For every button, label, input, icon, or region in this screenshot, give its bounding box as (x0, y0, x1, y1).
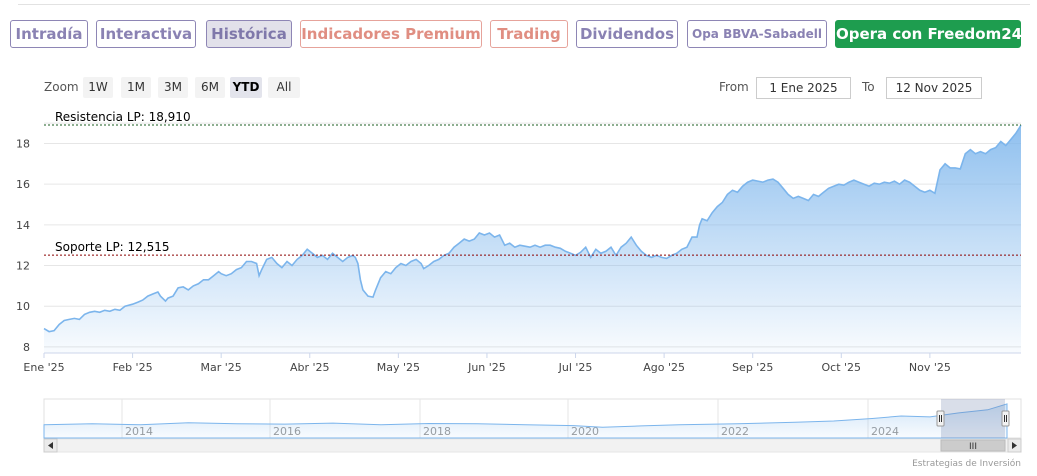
x-tick-label: Abr '25 (290, 361, 330, 374)
plotlines: Resistencia LP: 18,910 Soporte LP: 12,51… (44, 110, 1021, 256)
zoom-3m-button[interactable]: 3M (158, 77, 188, 98)
tab-opa-bbva-sabadell[interactable]: Opa BBVA-Sabadell (687, 20, 827, 48)
tab-intradia[interactable]: Intradía (10, 20, 88, 48)
range-to-input[interactable]: 12 Nov 2025 (886, 77, 982, 99)
price-line (43, 124, 1022, 333)
range-from-label: From (719, 80, 749, 94)
scroll-right-arrow-icon (1012, 442, 1017, 449)
x-axis-labels: Ene '25 Feb '25 Mar '25 Abr '25 May '25 Jun '… (23, 353, 951, 374)
price-area (44, 125, 1021, 353)
freedom24-cta-button[interactable]: Opera con Freedom24 (835, 20, 1022, 48)
resistance-label: Resistencia LP: 18,910 (55, 110, 191, 124)
x-tick-label: Nov '25 (909, 361, 951, 374)
scrollbar[interactable]: III (43, 438, 1022, 453)
y-tick-label: 14 (16, 219, 30, 232)
y-tick-label: 10 (16, 300, 30, 313)
chart-plot: 8 10 12 14 16 18 Resistencia LP: 18,910 Sopor… (16, 110, 1022, 453)
y-tick-label: 16 (16, 178, 30, 191)
scrollbar-thumb[interactable] (940, 439, 1006, 452)
support-label: Soporte LP: 12,515 (55, 240, 170, 254)
chart-credits: Estrategias de Inversión (912, 459, 1021, 469)
navigator-left-handle[interactable] (936, 410, 945, 427)
zoom-all-button[interactable]: All (268, 77, 300, 98)
x-tick-label: May '25 (377, 361, 420, 374)
y-tick-label: 18 (16, 138, 30, 151)
tab-interactiva[interactable]: Interactiva (96, 20, 196, 48)
x-tick-label: Jun '25 (467, 361, 506, 374)
navigator-series (43, 403, 1008, 439)
x-tick-label: Sep '25 (732, 361, 773, 374)
navigator[interactable]: 201420162018202020222024 (43, 398, 1022, 439)
tab-dividendos[interactable]: Dividendos (576, 20, 678, 48)
y-tick-label: 12 (16, 260, 30, 273)
range-from-input[interactable]: 1 Ene 2025 (756, 77, 851, 99)
y-tick-label: 8 (23, 341, 30, 354)
tab-indicadores-premium[interactable]: Indicadores Premium (300, 20, 482, 48)
x-tick-label: Ago '25 (643, 361, 685, 374)
tab-historica[interactable]: Histórica (206, 20, 292, 48)
zoom-6m-button[interactable]: 6M (195, 77, 225, 98)
y-axis-ticks: 8 10 12 14 16 18 (16, 138, 30, 354)
x-tick-label: Jul '25 (558, 361, 593, 374)
zoom-1m-button[interactable]: 1M (121, 77, 151, 98)
zoom-label: Zoom (44, 80, 79, 94)
x-tick-label: Ene '25 (23, 361, 64, 374)
range-to-label: To (862, 80, 875, 94)
zoom-ytd-button[interactable]: YTD (230, 77, 262, 98)
navigator-right-handle[interactable] (1001, 410, 1010, 427)
scrollbar-grip: III (969, 442, 977, 452)
x-tick-label: Mar '25 (201, 361, 242, 374)
zoom-1w-button[interactable]: 1W (83, 77, 113, 98)
scrollbar-track[interactable] (43, 438, 1022, 453)
x-tick-label: Oct '25 (822, 361, 862, 374)
price-chart: Zoom 1W 1M 3M 6M YTD All From 1 Ene 2025… (0, 66, 1037, 476)
navigator-mask (941, 399, 1005, 438)
tab-trading[interactable]: Trading (490, 20, 568, 48)
x-tick-label: Feb '25 (113, 361, 153, 374)
scroll-left-arrow-icon (48, 442, 53, 449)
top-divider (18, 4, 1030, 5)
